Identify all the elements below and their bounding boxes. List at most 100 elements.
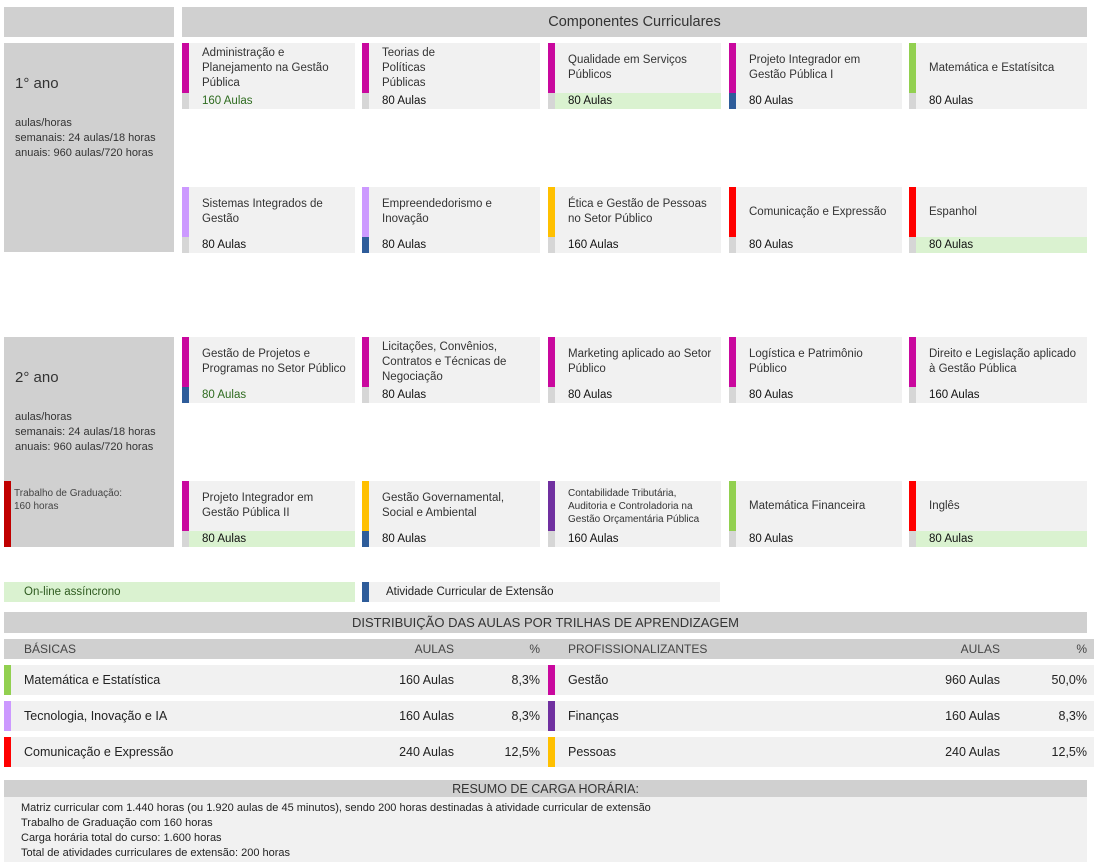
track-aulas: 160 Aulas: [909, 701, 1008, 731]
course-aulas: 80 Aulas: [749, 533, 794, 545]
track-pct: 12,5%: [1005, 737, 1094, 767]
track-name: Gestão: [568, 673, 609, 687]
course-aulas: 80 Aulas: [749, 239, 794, 251]
basicas-header: BÁSICAS: [4, 639, 375, 659]
course-card: Empreendedorismo e Inovação 80 Aulas: [362, 187, 540, 253]
track-row-name: Finanças: [548, 701, 922, 731]
course-title: Inglês: [929, 481, 1081, 531]
marker: [909, 237, 916, 253]
course-title: Administração e Planejamento na Gestão P…: [202, 43, 349, 93]
track-row-name: Matemática e Estatística: [4, 665, 375, 695]
header-corner: [4, 7, 174, 37]
track-name: Pessoas: [568, 745, 616, 759]
track-color-strip: [362, 337, 369, 387]
course-aulas: 160 Aulas: [568, 239, 619, 251]
extensao-swatch: [362, 582, 369, 602]
track-row-name: Pessoas: [548, 737, 922, 767]
course-card: Direito e Legislação aplicado à Gestão P…: [909, 337, 1087, 403]
course-title: Ética e Gestão de Pessoas no Setor Públi…: [568, 187, 715, 237]
legend-online: On-line assíncrono: [4, 582, 355, 602]
course-card: Projeto Integrador em Gestão Pública I 8…: [729, 43, 902, 109]
course-title: Empreendedorismo e Inovação: [382, 187, 534, 237]
course-aulas: 80 Aulas: [382, 239, 427, 251]
track-color-strip: [909, 43, 916, 93]
course-title: Gestão de Projetos e Programas no Setor …: [202, 337, 349, 387]
track-color-swatch: [4, 665, 11, 695]
course-title-text: Matemática Financeira: [749, 499, 866, 512]
year-info-line: aulas/horas: [15, 411, 72, 423]
course-card: Matemática Financeira 80 Aulas: [729, 481, 902, 547]
tg-label: Trabalho de Graduação: 160 horas: [14, 487, 122, 513]
track-color-strip: [362, 481, 369, 531]
track-pct: 8,3%: [459, 665, 548, 695]
course-aulas: 80 Aulas: [382, 389, 427, 401]
marker: [182, 531, 189, 547]
course-title-text: Comunicação e Expressão: [749, 205, 887, 218]
course-card: Administração e Planejamento na Gestão P…: [182, 43, 355, 109]
year-info-line: anuais: 960 aulas/720 horas: [15, 147, 154, 159]
extensao-marker: [182, 387, 189, 403]
course-card: Teorias de Políticas Públicas 80 Aulas: [362, 43, 540, 109]
course-title: Matemática Financeira: [749, 481, 896, 531]
course-title-text: Projeto Integrador em Gestão Pública II: [202, 492, 314, 519]
course-aulas: 80 Aulas: [189, 531, 355, 547]
distribution-title: DISTRIBUIÇÃO DAS AULAS POR TRILHAS DE AP…: [4, 612, 1087, 633]
year-label: 1° ano: [15, 75, 59, 92]
track-color-strip: [182, 187, 189, 237]
course-title: Projeto Integrador em Gestão Pública I: [749, 43, 896, 93]
extensao-marker: [729, 93, 736, 109]
course-aulas: 80 Aulas: [916, 531, 1087, 547]
course-card: Qualidade em Serviços Públicos 80 Aulas: [548, 43, 721, 109]
course-title-text: Teorias de Políticas Públicas: [382, 46, 436, 89]
marker: [182, 93, 189, 109]
year-info-line: semanais: 24 aulas/18 horas: [15, 132, 156, 144]
track-color-strip: [182, 481, 189, 531]
track-color-strip: [182, 43, 189, 93]
track-color-swatch: [4, 701, 11, 731]
year-info: aulas/horas semanais: 24 aulas/18 horas …: [15, 116, 156, 161]
course-card: Marketing aplicado ao Setor Público 80 A…: [548, 337, 721, 403]
tg-strip: [4, 481, 11, 547]
track-aulas: 160 Aulas: [362, 701, 462, 731]
course-card: Matemática e Estatísitca 80 Aulas: [909, 43, 1087, 109]
track-color-strip: [182, 337, 189, 387]
track-name: Tecnologia, Inovação e IA: [24, 709, 168, 723]
track-pct: 8,3%: [1005, 701, 1094, 731]
course-title-text: Projeto Integrador em Gestão Pública I: [749, 54, 861, 81]
course-title-text: Licitações, Convênios, Contratos e Técni…: [382, 340, 507, 383]
year-1-box: 1° ano aulas/horas semanais: 24 aulas/18…: [4, 43, 174, 252]
course-title-text: Empreendedorismo e Inovação: [382, 198, 492, 225]
marker: [729, 387, 736, 403]
track-pct: 12,5%: [459, 737, 548, 767]
course-title: Qualidade em Serviços Públicos: [568, 43, 715, 93]
summary-line: Carga horária total do curso: 1.600 hora…: [21, 832, 222, 844]
course-aulas: 80 Aulas: [382, 533, 427, 545]
course-title-text: Inglês: [929, 499, 960, 512]
extensao-marker: [362, 531, 369, 547]
track-color-strip: [909, 187, 916, 237]
course-title-text: Gestão Governamental, Social e Ambiental: [382, 492, 505, 519]
course-aulas: 80 Aulas: [568, 389, 613, 401]
basicas-pct-header: %: [459, 639, 548, 659]
course-title: Teorias de Políticas Públicas: [382, 43, 534, 93]
summary-line: Total de atividades curriculares de exte…: [21, 847, 291, 859]
course-title: Matemática e Estatísitca: [929, 43, 1081, 93]
track-name: Comunicação e Expressão: [24, 745, 174, 759]
course-title: Direito e Legislação aplicado à Gestão P…: [929, 337, 1081, 387]
year-info-line: semanais: 24 aulas/18 horas: [15, 426, 156, 438]
track-aulas: 160 Aulas: [362, 665, 462, 695]
track-color-strip: [729, 481, 736, 531]
course-title: Comunicação e Expressão: [749, 187, 896, 237]
course-title-text: Logística e Patrimônio Público: [749, 348, 863, 375]
track-color-strip: [548, 481, 555, 531]
course-aulas: 80 Aulas: [749, 389, 794, 401]
course-aulas: 160 Aulas: [929, 389, 980, 401]
legend-extensao-label: Atividade Curricular de Extensão: [386, 586, 554, 598]
course-title-text: Marketing aplicado ao Setor Público: [568, 348, 712, 375]
track-color-swatch: [548, 665, 555, 695]
track-color-strip: [909, 337, 916, 387]
course-title: Espanhol: [929, 187, 1081, 237]
marker: [729, 237, 736, 253]
course-title: Marketing aplicado ao Setor Público: [568, 337, 715, 387]
tg-line: 160 horas: [14, 501, 59, 512]
